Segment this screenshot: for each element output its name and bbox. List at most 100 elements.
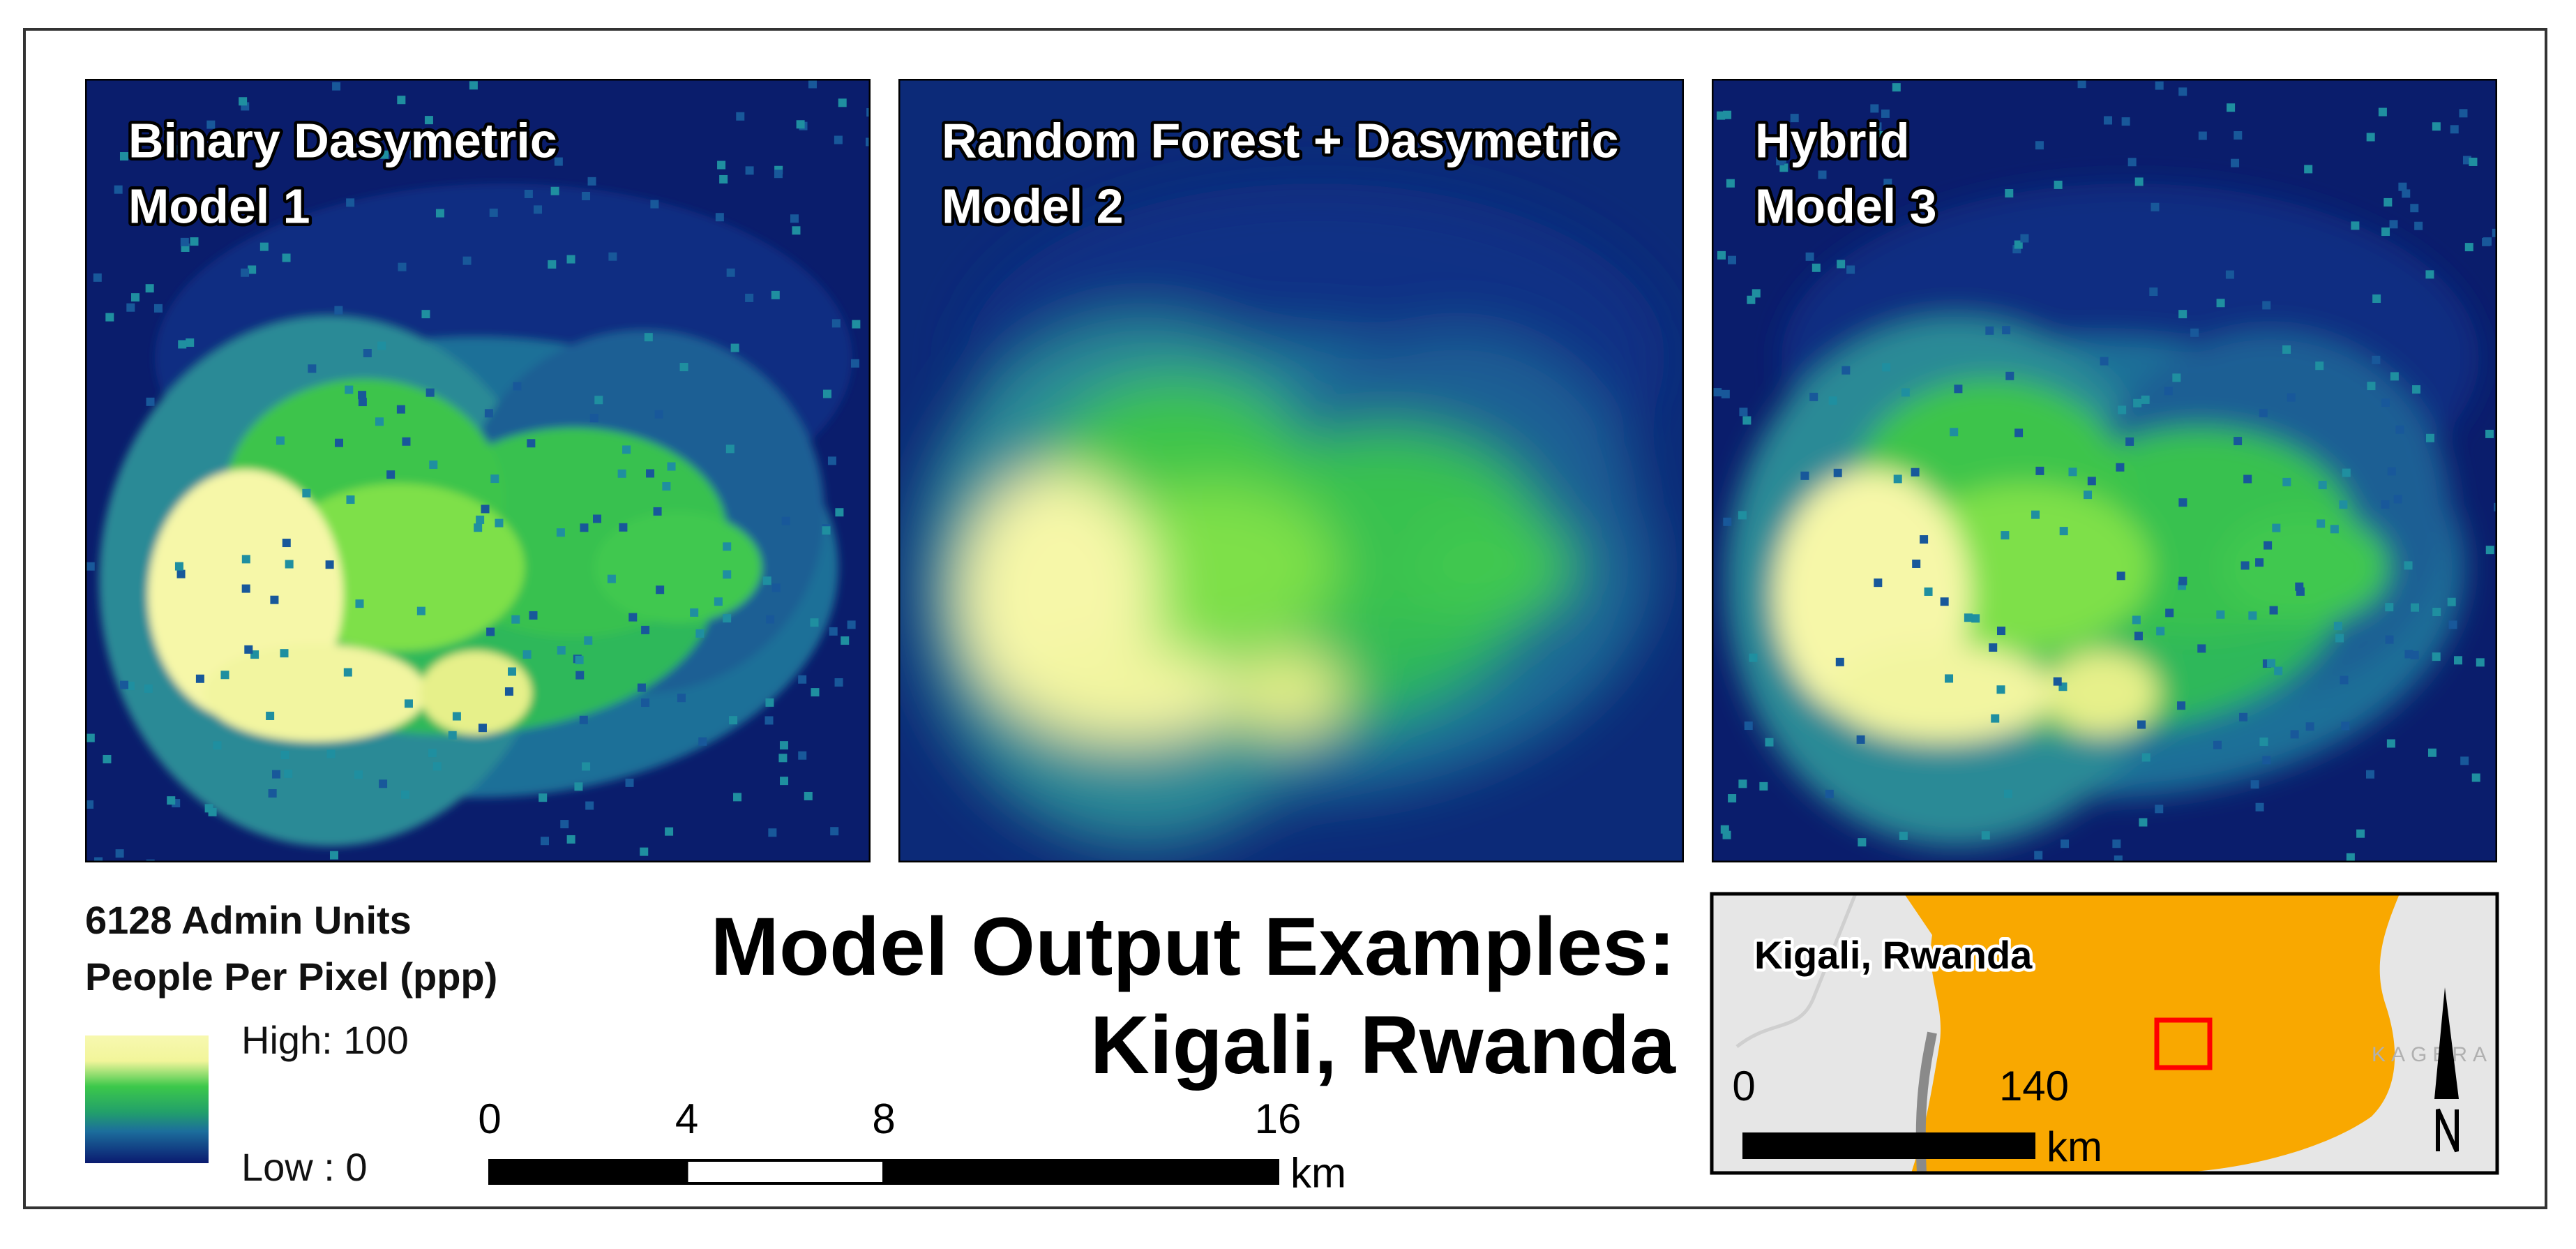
scale-segment: [1742, 1132, 2035, 1159]
map-pixel: [831, 319, 841, 328]
map-pixel: [2035, 141, 2044, 150]
map-pixel: [2346, 853, 2355, 862]
map-pixel: [2460, 756, 2469, 765]
scale-label: 0: [1732, 1063, 1755, 1109]
map-pixel: [332, 82, 341, 91]
map-pixel: [435, 209, 444, 218]
map-pixel: [2234, 437, 2243, 446]
map-pixel: [1846, 265, 1855, 274]
map-pixel: [2333, 622, 2342, 631]
scale-segment: [882, 1159, 1279, 1185]
map-pixel: [354, 770, 363, 779]
map-pixel: [589, 414, 598, 423]
map-pixel: [416, 606, 425, 615]
border-line: [1735, 894, 1858, 1048]
map-pixel: [2290, 730, 2299, 739]
map-pixel: [484, 409, 493, 418]
map-pixel: [2274, 666, 2283, 675]
map-pixel: [490, 474, 499, 484]
map-pixel: [85, 800, 94, 809]
map-pixel: [554, 157, 563, 166]
map-pixel: [2386, 739, 2395, 748]
map-pixel: [811, 688, 820, 697]
map-pixel: [1981, 831, 1990, 840]
map-pixel: [1713, 388, 1722, 397]
map-pixel: [771, 290, 780, 299]
map-blobs: [1726, 184, 2479, 846]
map-pixel: [2295, 582, 2304, 591]
map-pixel: [2269, 606, 2278, 615]
map-pixel: [462, 256, 472, 265]
map-pixel: [2410, 650, 2419, 659]
map-pixel: [730, 343, 739, 352]
map-pixel: [835, 508, 844, 517]
map-pixel: [2412, 385, 2421, 394]
map-pixel: [489, 208, 498, 217]
map-pixel: [2178, 310, 2187, 319]
map-pixel: [792, 226, 801, 235]
panel-subtitle: Model 3: [1755, 179, 1937, 233]
map-pixel: [1924, 587, 1933, 596]
map-pixel: [594, 396, 603, 405]
map-pixel: [556, 528, 565, 537]
map-pixel: [2372, 294, 2381, 304]
map-pixel: [1996, 685, 2005, 694]
map-pixel: [866, 108, 871, 117]
map-pixel: [2178, 498, 2187, 507]
map-pixel: [1940, 597, 1949, 606]
map-pixel: [762, 576, 771, 585]
map-pixel: [714, 597, 723, 606]
map-pixel: [2250, 780, 2259, 789]
map-pixel: [822, 389, 831, 398]
scale-bar: 0 4 8 16 km: [478, 1095, 1346, 1197]
map-pixel: [513, 382, 522, 391]
map-pixel: [2330, 525, 2339, 534]
map-pixel: [1893, 474, 1902, 484]
map-pixel: [653, 507, 662, 516]
map-pixel: [608, 252, 617, 261]
map-pixel: [2492, 228, 2497, 237]
map-pixel: [2305, 722, 2314, 731]
map-pixel: [2005, 371, 2014, 380]
map-pixel: [397, 96, 406, 105]
map-pixel: [1728, 794, 1737, 803]
map-pixel: [1759, 781, 1768, 791]
map-pixel: [1911, 468, 1920, 477]
map-pixel: [377, 341, 386, 350]
map-pixel: [2259, 737, 2268, 746]
map-pixel: [541, 837, 550, 846]
map-pixel: [765, 698, 774, 707]
map-pixel: [363, 349, 372, 358]
map-pixel: [827, 456, 836, 465]
map-pixel: [2318, 481, 2327, 490]
map-pixel: [1892, 83, 1901, 92]
map-blobs: [99, 184, 852, 846]
map-pixel: [2447, 597, 2456, 606]
map-pixel: [272, 770, 281, 779]
map-pixel: [425, 388, 435, 397]
map-pixel: [2087, 477, 2096, 486]
map-pixel: [866, 137, 871, 147]
map-pixel: [343, 668, 352, 677]
map-pixel: [654, 410, 663, 419]
map-pixel: [114, 185, 123, 194]
map-pixel: [180, 237, 189, 246]
map-pixel: [266, 711, 275, 720]
map-pixel: [1723, 110, 1732, 119]
map-pixel: [2014, 428, 2024, 437]
main-title: Model Output Examples:: [711, 901, 1675, 993]
map-pixel: [2383, 197, 2393, 207]
map-pixel: [1721, 389, 1730, 398]
map-pixel: [1899, 831, 1908, 840]
map-pixel: [2485, 429, 2494, 438]
map-pixel: [495, 518, 504, 528]
map-pixel: [1945, 674, 1954, 683]
map-pixel: [1835, 657, 1844, 666]
map-pixel: [723, 570, 732, 579]
map-pixel: [2340, 675, 2349, 685]
map-pixel: [481, 504, 490, 514]
map-blob: [1408, 511, 1575, 623]
map-pixel: [2178, 576, 2187, 585]
map-pixel: [2248, 611, 2257, 620]
map-pixel: [2127, 158, 2137, 167]
